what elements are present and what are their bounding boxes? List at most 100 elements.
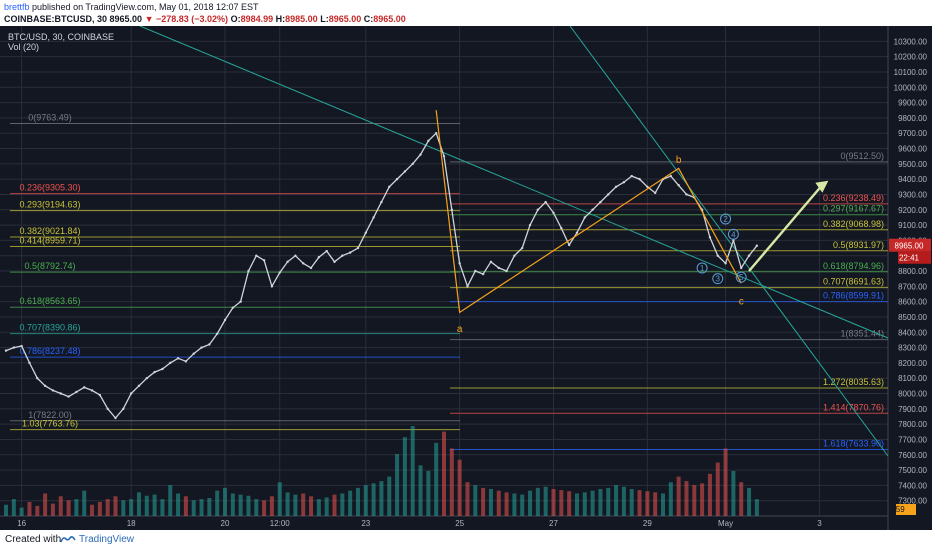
price-point <box>231 306 235 309</box>
price-point <box>161 367 164 371</box>
price-point <box>184 360 188 363</box>
volume-bar <box>27 501 32 516</box>
volume-bar <box>301 493 306 516</box>
volume-bar <box>230 493 235 516</box>
price-point <box>239 300 242 303</box>
y-tick-label: 9200.00 <box>898 206 927 215</box>
fib-level-label: 0.618(8794.96) <box>823 261 884 271</box>
x-tick-label: 20 <box>221 519 230 528</box>
chart-area[interactable]: 10300.00 10200.00 10100.00 10000.00 9900.00 9… <box>0 26 932 530</box>
fib-level-label: 1.272(8035.63) <box>823 377 884 387</box>
price-point <box>747 254 751 257</box>
volume-value-label: 159 <box>891 505 905 514</box>
price-point <box>732 239 735 242</box>
fib-level-label: 1.03(7763.76) <box>22 419 78 429</box>
y-tick-label: 10200.00 <box>894 53 928 62</box>
created-with-text: Created with <box>5 534 62 545</box>
price-point <box>341 254 344 257</box>
price-point <box>106 407 109 411</box>
volume-bar <box>520 494 525 516</box>
fib-level-label: 1(7822.00) <box>28 410 72 420</box>
price-point <box>223 318 227 322</box>
volume-bar <box>574 493 579 516</box>
x-tick-label: 29 <box>643 519 652 528</box>
price-series-line <box>5 132 758 420</box>
price-point <box>395 177 399 181</box>
price-point <box>607 193 610 196</box>
price-point <box>622 180 626 184</box>
volume-bar <box>700 483 705 516</box>
price-point <box>12 346 16 349</box>
fib-level-label: 0.5(8792.74) <box>24 261 75 271</box>
fib-level-label: 0.236(9305.30) <box>19 183 80 193</box>
price-point <box>474 269 477 273</box>
price-point <box>270 285 274 288</box>
volume-bar <box>58 496 63 516</box>
author-link[interactable]: brettfb <box>4 2 30 12</box>
volume-bar <box>410 426 415 516</box>
volume-bar <box>348 490 353 516</box>
price-point <box>364 231 367 234</box>
price-point <box>145 376 148 380</box>
volume-bar <box>293 494 298 516</box>
price-point <box>560 226 563 230</box>
price-point <box>122 407 125 411</box>
last-price-label: 8965.00 <box>895 242 924 251</box>
y-tick-label: 10000.00 <box>894 83 928 92</box>
fib-level-label: 0.786(8237.48) <box>19 346 80 356</box>
volume-bar <box>355 487 360 516</box>
volume-bar <box>512 493 517 516</box>
wave-label: c <box>739 296 744 307</box>
price-point <box>215 332 219 335</box>
tradingview-brand[interactable]: TradingView <box>79 534 135 545</box>
y-tick-label: 8500.00 <box>898 313 927 322</box>
y-tick-label: 10100.00 <box>894 68 928 77</box>
price-point <box>388 185 391 188</box>
open-label: O: <box>230 14 241 24</box>
price-point <box>403 170 407 173</box>
price-point <box>442 154 446 158</box>
wave-count-label: 5 <box>739 273 744 282</box>
volume-bar <box>645 491 650 516</box>
price-point <box>755 244 759 247</box>
volume-bar <box>277 482 282 516</box>
wave-count-circle <box>727 228 739 240</box>
chart-header: brettfb published on TradingView.com, Ma… <box>0 0 932 26</box>
y-tick-label: 9500.00 <box>898 160 927 169</box>
volume-bar <box>340 493 345 516</box>
price-point <box>75 390 78 394</box>
price-point <box>708 236 712 239</box>
volume-bar <box>621 486 626 516</box>
elliott-wave-line <box>435 110 742 314</box>
price-point <box>114 416 117 420</box>
volume-bar <box>152 494 157 516</box>
volume-bar <box>19 507 24 516</box>
y-tick-label: 7900.00 <box>898 405 927 414</box>
wave-count-circle <box>696 262 708 274</box>
volume-bar <box>590 490 595 516</box>
volume-bar <box>136 492 141 516</box>
price-point <box>309 266 313 270</box>
price-point <box>669 174 673 178</box>
volume-bar <box>246 495 251 516</box>
volume-bar <box>215 490 220 516</box>
volume-bar <box>637 490 642 516</box>
x-tick-label: May <box>718 519 733 528</box>
volume-bar <box>567 491 572 516</box>
price-point <box>59 392 62 395</box>
price-point <box>646 185 649 188</box>
wave-label: b <box>676 155 682 166</box>
volume-bar <box>504 492 509 516</box>
volume-bar <box>254 499 259 516</box>
volume-bar <box>661 493 665 516</box>
price-point <box>653 191 657 195</box>
volume-bar <box>535 487 540 516</box>
wave-count-label: 2 <box>723 215 728 224</box>
price-chart[interactable]: 10300.00 10200.00 10100.00 10000.00 9900.00 9… <box>0 26 932 530</box>
volume-bar <box>50 503 55 516</box>
price-point <box>325 249 328 253</box>
volume-bar <box>653 492 658 516</box>
fib-level-label: 0.297(9167.67) <box>823 204 884 214</box>
y-tick-label: 7400.00 <box>898 481 927 490</box>
x-tick-label: 23 <box>361 519 370 528</box>
